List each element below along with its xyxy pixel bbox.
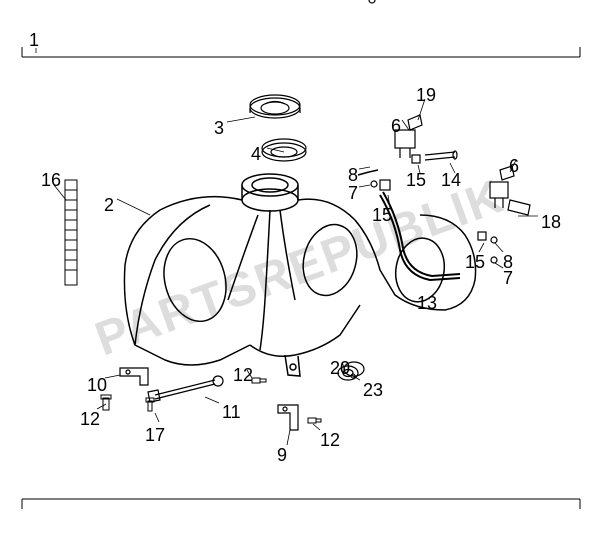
callout-11: 14: [441, 170, 461, 191]
callout-26: 20: [330, 358, 350, 379]
callout-10: 15: [406, 170, 426, 191]
callout-3: 3: [214, 118, 224, 139]
callout-23: 12: [233, 365, 253, 386]
callout-17: 13: [417, 293, 437, 314]
callout-21: 17: [145, 425, 165, 446]
callout-19: 10: [87, 375, 107, 396]
callout-24: 9: [277, 445, 287, 466]
callout-13: 18: [541, 212, 561, 233]
callout-16: 7: [503, 268, 513, 289]
callout-25: 12: [320, 430, 340, 451]
callout-8: 7: [348, 183, 358, 204]
callout-12: 6: [509, 156, 519, 177]
callout-22: 11: [222, 402, 241, 423]
callout-20: 12: [80, 409, 100, 430]
watermark-text: PARTSREPUBLIK: [88, 169, 511, 368]
callout-1: 1: [29, 30, 39, 51]
callout-6: 6: [391, 116, 401, 137]
callout-9: 15: [372, 205, 392, 226]
callout-27: 23: [363, 380, 383, 401]
callout-4: 4: [251, 144, 261, 165]
callout-18: 16: [41, 170, 61, 191]
callout-5: 19: [416, 85, 436, 106]
callout-14: 15: [465, 252, 485, 273]
callout-2: 2: [104, 195, 114, 216]
